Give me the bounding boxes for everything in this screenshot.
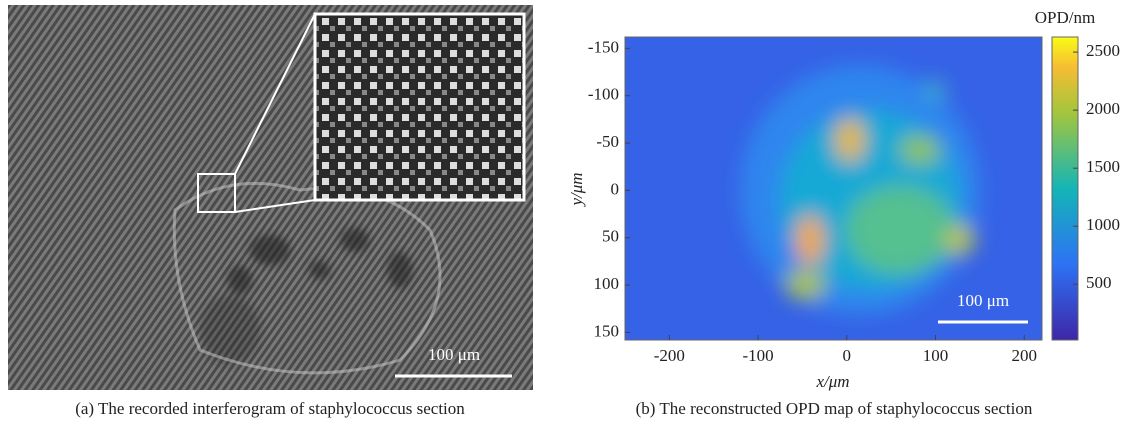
x-axis-label: x/μm: [815, 372, 849, 391]
x-tick-label: 0: [843, 346, 852, 365]
y-tick-label: -50: [596, 132, 619, 151]
colorbar-tick-label: 1000: [1086, 215, 1120, 234]
y-tick-label: 50: [602, 227, 619, 246]
y-axis-label: y/μm: [567, 172, 586, 207]
colorbar: [1052, 37, 1078, 340]
colorbar-tick-label: 2500: [1086, 41, 1120, 60]
figure: 100 μm (a) The recorded interferogram of…: [0, 0, 1137, 425]
colorbar-tick-label: 500: [1086, 273, 1112, 292]
colorbar-tick-label: 2000: [1086, 99, 1120, 118]
colorbar-tick-label: 1500: [1086, 157, 1120, 176]
y-tick-label: -150: [588, 37, 619, 56]
scale-bar-label: 100 μm: [957, 291, 1009, 310]
x-tick-label: 100: [923, 346, 949, 365]
y-tick-label: -100: [588, 85, 619, 104]
y-tick-label: 100: [594, 274, 620, 293]
colorbar-label: OPD/nm: [1035, 8, 1095, 27]
caption: (a) The recorded interferogram of staphy…: [75, 399, 465, 418]
scale-bar-label: 100 μm: [428, 345, 480, 364]
interferogram: [8, 5, 533, 390]
x-tick-label: 200: [1012, 346, 1038, 365]
caption: (b) The reconstructed OPD map of staphyl…: [636, 399, 1033, 418]
y-tick-label: 150: [594, 321, 620, 340]
y-tick-label: 0: [611, 179, 620, 198]
x-tick-label: -200: [654, 346, 685, 365]
x-tick-label: -100: [742, 346, 773, 365]
page: 100 μm (a) The recorded interferogram of…: [0, 0, 1137, 430]
